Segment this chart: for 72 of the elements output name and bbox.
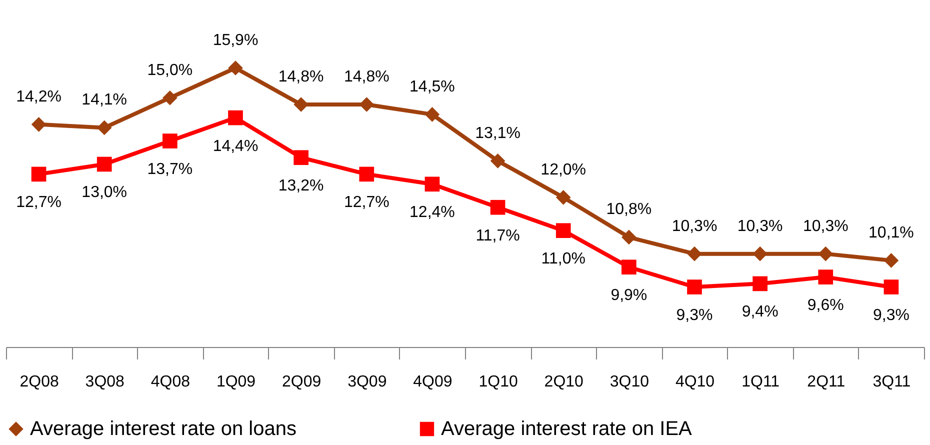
point bbox=[228, 110, 243, 126]
point bbox=[884, 253, 899, 268]
point bbox=[31, 116, 46, 132]
point bbox=[424, 176, 440, 192]
point bbox=[752, 246, 768, 262]
x-tick-label: 2Q09 bbox=[282, 374, 322, 390]
x-tick-label: 2Q11 bbox=[807, 374, 846, 390]
legend-label: Average interest rate on loans bbox=[30, 418, 296, 440]
data-label: 15,0% bbox=[147, 62, 193, 79]
point bbox=[490, 153, 506, 168]
x-tick-label: 4Q09 bbox=[413, 374, 452, 390]
point bbox=[622, 260, 636, 275]
x-tick-label: 2Q10 bbox=[544, 374, 584, 390]
point bbox=[294, 150, 308, 166]
x-tick-label: 3Q09 bbox=[348, 374, 387, 390]
data-label: 10,1% bbox=[868, 224, 914, 242]
data-label: 10,8% bbox=[606, 201, 652, 218]
point bbox=[31, 166, 46, 182]
data-label: 14,2% bbox=[16, 88, 62, 106]
point bbox=[359, 166, 374, 182]
point bbox=[162, 134, 178, 148]
data-label: 13,0% bbox=[82, 184, 128, 202]
data-label: 14,4% bbox=[212, 138, 258, 155]
data-label: 14,1% bbox=[82, 92, 128, 109]
data-label: 10,3% bbox=[802, 218, 848, 235]
point bbox=[818, 246, 834, 262]
point bbox=[424, 107, 440, 122]
data-label: 15,9% bbox=[212, 32, 258, 49]
point bbox=[228, 60, 243, 76]
x-tick-label: 4Q10 bbox=[675, 374, 715, 390]
point bbox=[162, 90, 178, 106]
data-label: 12,0% bbox=[540, 161, 586, 178]
legend-label: Average interest rate on IEA bbox=[441, 418, 693, 440]
x-tick-label: 4Q08 bbox=[150, 374, 190, 390]
data-label: 14,5% bbox=[410, 78, 455, 96]
point bbox=[622, 230, 636, 245]
data-label: 11,0% bbox=[541, 250, 586, 268]
point bbox=[294, 97, 308, 112]
point bbox=[96, 156, 112, 172]
data-label: 13,7% bbox=[147, 161, 193, 178]
data-label: 9,3% bbox=[676, 307, 713, 324]
data-label: 12,4% bbox=[410, 204, 455, 222]
data-label: 13,2% bbox=[278, 178, 324, 195]
data-label: 11,7% bbox=[476, 227, 520, 244]
data-label: 9,4% bbox=[742, 304, 778, 321]
x-tick-label: 2Q08 bbox=[20, 374, 59, 390]
x-tick-label: 1Q10 bbox=[478, 374, 518, 390]
x-tick-label: 1Q11 bbox=[742, 374, 780, 390]
point bbox=[556, 223, 571, 238]
point bbox=[556, 190, 571, 205]
x-tick-label: 3Q08 bbox=[85, 374, 125, 390]
point bbox=[96, 120, 112, 136]
data-label: 13,1% bbox=[475, 124, 520, 142]
data-label: 14,8% bbox=[344, 68, 390, 86]
data-label: 12,7% bbox=[344, 194, 390, 212]
point bbox=[359, 97, 374, 112]
x-tick-label: 3Q10 bbox=[610, 374, 650, 390]
point bbox=[687, 246, 702, 262]
point bbox=[752, 276, 768, 292]
data-label: 14,8% bbox=[278, 68, 324, 86]
point bbox=[818, 270, 834, 284]
data-label: 9,3% bbox=[872, 307, 910, 324]
data-label: 10,3% bbox=[672, 218, 718, 235]
data-label: 9,6% bbox=[807, 297, 844, 314]
point bbox=[490, 200, 506, 215]
data-label: 12,7% bbox=[16, 194, 62, 212]
x-tick-label: 3Q11 bbox=[872, 374, 911, 390]
point bbox=[687, 280, 702, 294]
data-label: 10,3% bbox=[737, 218, 783, 235]
x-tick-label: 1Q09 bbox=[216, 374, 256, 390]
point bbox=[884, 280, 899, 294]
data-label: 9,9% bbox=[610, 287, 648, 304]
